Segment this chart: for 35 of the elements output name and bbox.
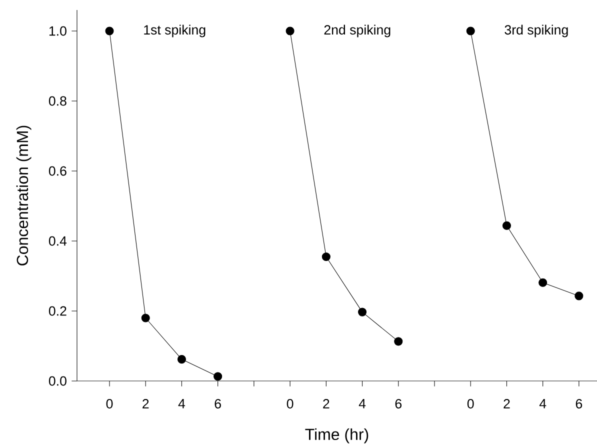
y-tick-label: 0.2 bbox=[48, 306, 66, 316]
point bbox=[502, 221, 511, 230]
x-tick-label: 2 bbox=[504, 399, 510, 408]
point bbox=[105, 26, 114, 36]
text: 3rd spiking bbox=[504, 24, 568, 38]
text: 1st spiking bbox=[144, 24, 206, 38]
y-tick-label: 0.0 bbox=[48, 376, 66, 386]
point bbox=[538, 278, 548, 287]
x-tick-label: 4 bbox=[178, 399, 186, 408]
x-tick-label: 2 bbox=[323, 399, 330, 408]
x-tick-label: 4 bbox=[539, 399, 546, 408]
x-tick-label: 0 bbox=[106, 399, 113, 408]
y-tick-label: 0.4 bbox=[48, 236, 67, 246]
y-axis-title: Concentration (mM) bbox=[16, 126, 32, 266]
point bbox=[574, 292, 584, 300]
point bbox=[358, 308, 367, 316]
y-tick-label: 1.0 bbox=[49, 26, 66, 36]
x-tick-label: 0 bbox=[286, 399, 294, 408]
y-tick-label: 0.8 bbox=[48, 96, 66, 106]
x-tick-label: 6 bbox=[576, 399, 582, 408]
point bbox=[177, 355, 186, 364]
point bbox=[286, 26, 294, 36]
point bbox=[141, 314, 150, 322]
x-tick-label: 6 bbox=[214, 399, 221, 408]
text: 2nd spiking bbox=[324, 24, 390, 38]
x-tick-label: 6 bbox=[395, 399, 402, 408]
point bbox=[394, 337, 403, 346]
y-tick-label: 0.6 bbox=[48, 166, 66, 176]
x-tick-label: 0 bbox=[467, 399, 474, 408]
x-axis-title: Time (hr) bbox=[305, 428, 368, 444]
point bbox=[466, 26, 475, 36]
point bbox=[214, 372, 222, 381]
x-tick-label: 2 bbox=[142, 399, 149, 408]
x-tick-label: 4 bbox=[358, 399, 366, 408]
point bbox=[322, 252, 330, 262]
